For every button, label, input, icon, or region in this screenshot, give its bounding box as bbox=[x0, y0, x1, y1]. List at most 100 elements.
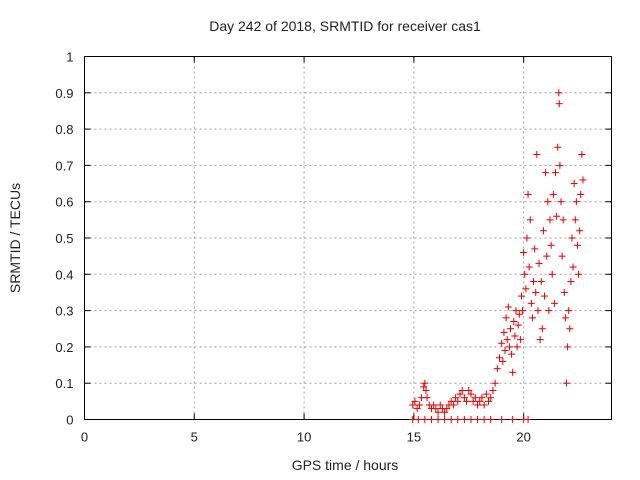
data-point bbox=[516, 336, 524, 344]
data-point bbox=[460, 416, 468, 423]
y-tick-label: 0.4 bbox=[55, 267, 73, 282]
data-point bbox=[489, 386, 497, 394]
y-tick-label: 0.7 bbox=[55, 158, 73, 173]
data-point bbox=[447, 416, 455, 423]
data-point bbox=[499, 357, 507, 365]
data-point bbox=[512, 307, 520, 315]
data-point bbox=[454, 416, 462, 423]
data-point bbox=[430, 401, 438, 409]
data-point bbox=[541, 292, 549, 300]
data-point bbox=[535, 259, 543, 267]
data-point bbox=[501, 347, 509, 355]
data-point bbox=[548, 270, 556, 278]
data-point bbox=[449, 401, 457, 409]
data-point bbox=[427, 416, 435, 423]
data-point bbox=[467, 416, 475, 423]
data-point bbox=[543, 252, 551, 260]
x-tick-label: 15 bbox=[407, 430, 421, 445]
data-point bbox=[519, 307, 527, 315]
x-tick-label: 20 bbox=[516, 430, 530, 445]
data-point bbox=[463, 397, 471, 405]
data-point bbox=[434, 416, 442, 423]
data-point bbox=[527, 299, 535, 307]
data-point bbox=[546, 216, 554, 224]
data-point bbox=[487, 416, 495, 423]
data-point bbox=[522, 285, 530, 293]
x-tick-labels: 0 5 10 15 20 bbox=[81, 430, 531, 445]
x-axis-label: GPS time / hours bbox=[292, 457, 399, 473]
data-point bbox=[545, 307, 553, 315]
x-tick-label: 10 bbox=[297, 430, 311, 445]
data-point bbox=[550, 299, 558, 307]
data-point bbox=[491, 379, 499, 387]
y-tick-label: 0.2 bbox=[55, 340, 73, 355]
data-point bbox=[515, 310, 523, 318]
data-point bbox=[498, 339, 506, 347]
data-point bbox=[555, 100, 563, 108]
data-point bbox=[476, 397, 484, 405]
x-tick-label: 0 bbox=[81, 430, 88, 445]
data-point bbox=[526, 216, 534, 224]
data-point bbox=[538, 325, 546, 333]
data-point bbox=[561, 314, 569, 322]
data-point bbox=[502, 314, 510, 322]
data-point bbox=[523, 234, 531, 242]
data-point bbox=[421, 379, 429, 387]
data-point bbox=[415, 401, 423, 409]
data-point bbox=[509, 416, 517, 423]
data-point bbox=[409, 401, 417, 409]
data-point bbox=[471, 394, 479, 402]
data-point bbox=[542, 169, 550, 177]
data-point bbox=[576, 227, 584, 235]
data-points bbox=[409, 89, 587, 423]
data-point bbox=[528, 314, 536, 322]
data-point bbox=[432, 405, 440, 413]
data-point bbox=[570, 180, 578, 188]
data-point bbox=[423, 394, 431, 402]
data-point bbox=[508, 350, 516, 358]
y-axis-label: SRMTID / TECUs bbox=[7, 183, 23, 293]
data-point bbox=[496, 354, 504, 362]
data-point bbox=[513, 343, 521, 351]
data-point bbox=[498, 416, 506, 423]
data-point bbox=[456, 390, 464, 398]
x-tick-label: 5 bbox=[191, 430, 198, 445]
data-point bbox=[514, 321, 522, 329]
data-point bbox=[536, 336, 544, 344]
data-point bbox=[524, 416, 532, 423]
data-point bbox=[421, 416, 429, 423]
data-point bbox=[411, 397, 419, 405]
y-tick-label: 0.8 bbox=[55, 122, 73, 137]
data-point bbox=[420, 383, 428, 391]
data-point bbox=[571, 216, 579, 224]
data-point bbox=[460, 394, 468, 402]
y-tick-labels: 0 0.1 0.2 0.3 0.4 0.5 0.6 0.7 0.8 0.9 1 bbox=[55, 50, 73, 428]
data-point bbox=[575, 270, 583, 278]
data-point bbox=[517, 292, 525, 300]
data-point bbox=[573, 241, 581, 249]
data-point bbox=[565, 307, 573, 315]
data-point bbox=[520, 249, 528, 257]
data-point bbox=[555, 89, 563, 97]
y-tick-label: 0.3 bbox=[55, 304, 73, 319]
y-tick-label: 0.6 bbox=[55, 195, 73, 210]
data-point bbox=[413, 405, 421, 413]
data-point bbox=[487, 394, 495, 402]
data-point bbox=[534, 307, 542, 315]
y-tick-label: 0.1 bbox=[55, 376, 73, 391]
data-point bbox=[524, 190, 532, 198]
data-point bbox=[547, 241, 555, 249]
data-point bbox=[567, 278, 575, 286]
data-point bbox=[560, 288, 568, 296]
data-point bbox=[478, 394, 486, 402]
data-point bbox=[533, 151, 541, 159]
data-point bbox=[436, 401, 444, 409]
data-point bbox=[422, 386, 430, 394]
data-point bbox=[578, 151, 586, 159]
data-point bbox=[493, 365, 501, 373]
data-point bbox=[562, 379, 570, 387]
data-point bbox=[443, 405, 451, 413]
data-point bbox=[549, 190, 557, 198]
data-point bbox=[434, 408, 442, 416]
y-tick-label: 1 bbox=[66, 50, 73, 65]
